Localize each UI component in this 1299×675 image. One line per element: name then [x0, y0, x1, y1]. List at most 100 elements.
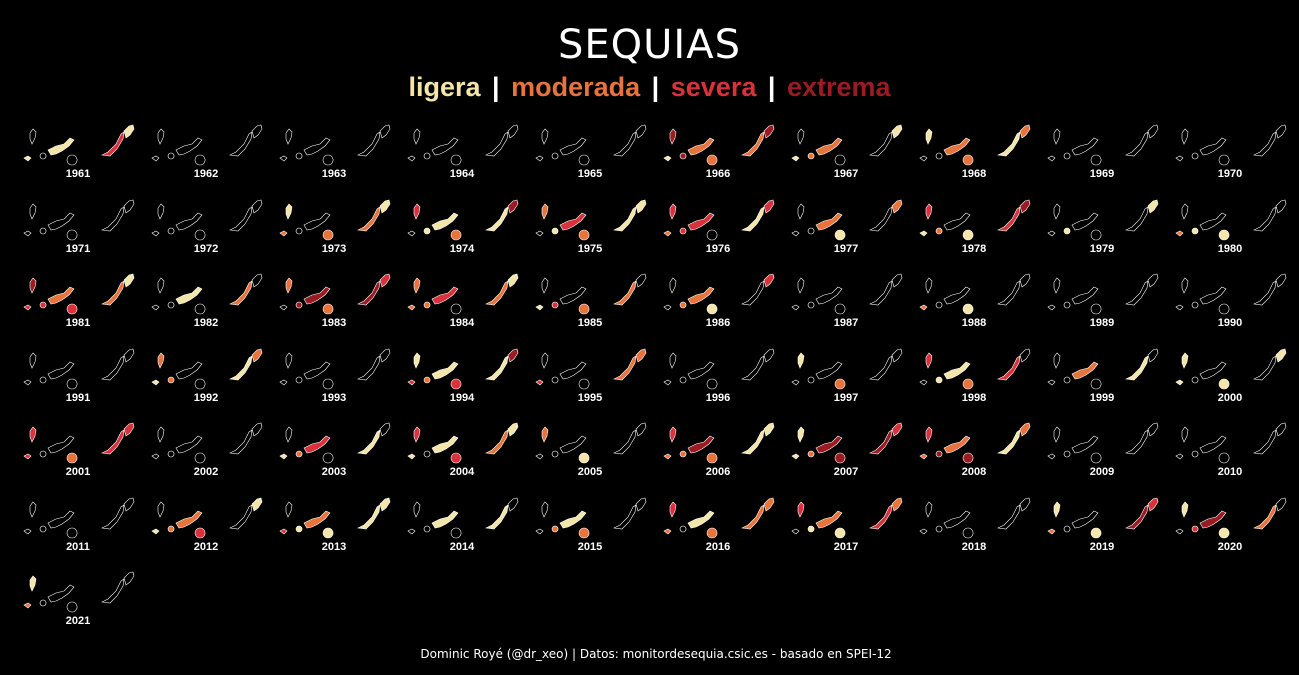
island-tenerife [47, 212, 75, 230]
island-la-gomera [423, 525, 431, 532]
island-la-palma [1053, 277, 1061, 294]
island-la-palma [413, 501, 421, 518]
island-lanzarote [891, 273, 903, 288]
island-la-palma [797, 352, 805, 369]
island-lanzarote [251, 273, 263, 288]
island-la-gomera [1191, 450, 1199, 458]
islands-map [23, 348, 135, 389]
island-la-palma [541, 203, 549, 220]
island-el-hierro [23, 379, 32, 385]
island-fuerteventura [1124, 280, 1149, 306]
island-gran-canaria [578, 527, 590, 538]
island-la-gomera [935, 301, 943, 309]
islands-map [663, 199, 775, 240]
island-la-gomera [679, 525, 687, 532]
island-la-gomera [167, 376, 175, 383]
island-fuerteventura [100, 205, 125, 231]
islands-map [919, 273, 1031, 315]
island-el-hierro [663, 528, 672, 534]
year-label: 2012 [193, 540, 219, 553]
island-tenerife [559, 286, 587, 305]
islands-map [279, 348, 391, 389]
islands-map [23, 422, 135, 464]
islands-map [23, 571, 135, 613]
island-tenerife [175, 510, 203, 528]
drought-legend: ligera | moderada | severa | extrema [0, 72, 1299, 103]
year-panel-1993: 1993 [276, 348, 404, 419]
year-panel-1969: 1969 [1044, 124, 1172, 195]
island-lanzarote [507, 348, 519, 363]
year-label: 1975 [577, 242, 603, 255]
year-label: 1986 [705, 317, 731, 329]
island-gran-canaria [66, 229, 78, 240]
island-el-hierro [279, 379, 288, 385]
island-tenerife [1199, 137, 1227, 156]
island-la-gomera [679, 376, 687, 383]
island-el-hierro [791, 155, 800, 162]
island-lanzarote [379, 422, 391, 437]
island-la-palma [29, 352, 37, 369]
year-label: 1999 [1089, 391, 1115, 404]
island-la-palma [541, 277, 549, 294]
island-lanzarote [1147, 273, 1159, 288]
year-label: 1994 [449, 391, 475, 404]
island-lanzarote [891, 199, 903, 214]
island-fuerteventura [356, 354, 381, 380]
islands-map [1175, 422, 1287, 464]
island-la-palma [1181, 128, 1189, 145]
island-gran-canaria [194, 527, 206, 538]
island-tenerife [687, 435, 715, 454]
island-lanzarote [1019, 422, 1031, 437]
island-el-hierro [791, 528, 800, 534]
year-label: 1996 [705, 391, 731, 404]
island-tenerife [815, 361, 843, 379]
island-el-hierro [23, 528, 32, 534]
year-label: 2014 [449, 540, 475, 553]
island-gran-canaria [66, 527, 78, 538]
year-label: 2005 [577, 466, 603, 478]
year-panel-1994: 1994 [404, 348, 532, 419]
island-fuerteventura [228, 280, 253, 306]
island-el-hierro [151, 304, 160, 311]
year-panel-1999: 1999 [1044, 348, 1172, 419]
island-gran-canaria [194, 378, 206, 389]
islands-map [151, 199, 263, 240]
islands-map [535, 348, 647, 389]
island-la-palma [925, 426, 933, 443]
island-el-hierro [23, 304, 32, 311]
year-panel-2001: 2001 [20, 422, 148, 493]
island-la-gomera [295, 227, 303, 234]
island-tenerife [303, 435, 331, 454]
island-el-hierro [1175, 155, 1184, 162]
island-gran-canaria [450, 452, 462, 464]
islands-map [791, 497, 903, 538]
year-panel-2018: 2018 [916, 497, 1044, 568]
islands-map [151, 348, 263, 389]
island-la-gomera [679, 227, 687, 234]
island-la-palma [29, 501, 37, 518]
island-el-hierro [23, 230, 32, 236]
island-lanzarote [379, 124, 391, 139]
island-fuerteventura [228, 503, 253, 529]
islands-map [407, 422, 519, 464]
island-la-gomera [167, 450, 175, 458]
year-panel-2006: 2006 [660, 422, 788, 493]
island-lanzarote [1019, 199, 1031, 214]
year-label: 2009 [1089, 466, 1115, 478]
island-la-gomera [39, 450, 47, 458]
island-la-gomera [295, 301, 303, 309]
islands-map [535, 273, 647, 315]
island-el-hierro [919, 304, 928, 311]
island-tenerife [687, 137, 715, 156]
island-la-palma [1053, 128, 1061, 145]
island-lanzarote [1147, 199, 1159, 214]
islands-map [279, 124, 391, 166]
year-label: 1970 [1217, 168, 1243, 180]
islands-map [791, 348, 903, 389]
island-la-palma [1181, 203, 1189, 220]
island-tenerife [815, 137, 843, 156]
island-lanzarote [507, 199, 519, 214]
island-el-hierro [407, 528, 416, 534]
island-la-palma [925, 501, 933, 518]
island-fuerteventura [740, 280, 765, 306]
